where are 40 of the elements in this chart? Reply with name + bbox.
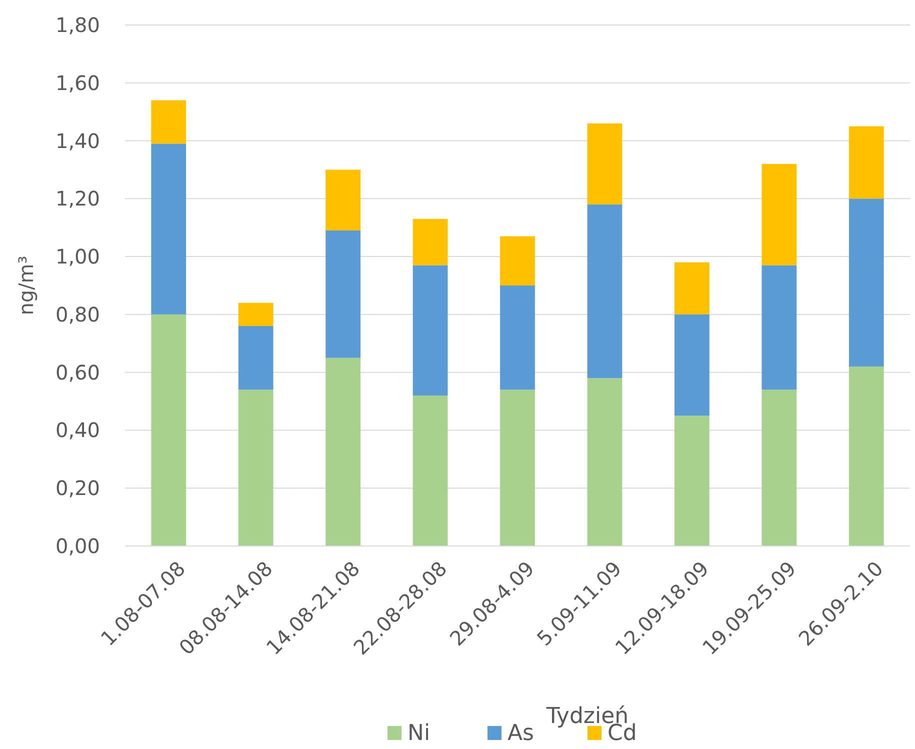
y-tick-label: 1,60: [55, 70, 100, 95]
bar: [500, 286, 535, 390]
bar: [500, 236, 535, 286]
bar: [500, 390, 535, 546]
bar: [238, 326, 274, 390]
bar: [674, 262, 710, 314]
bar: [326, 230, 360, 358]
y-axis-title: ng/m³: [14, 256, 38, 316]
bar: [326, 170, 360, 231]
bar: [412, 265, 448, 396]
bar: [326, 358, 360, 546]
y-tick-label: 1,20: [55, 186, 100, 211]
bar: [848, 126, 884, 199]
y-tick-label: 0,80: [55, 302, 100, 326]
bar: [151, 144, 186, 314]
legend-label: Ni: [408, 721, 430, 746]
bar: [587, 204, 622, 378]
bar: [238, 302, 274, 326]
bar: [762, 390, 797, 546]
y-tick-label: 1,00: [55, 244, 100, 269]
bar: [674, 416, 710, 546]
bar: [238, 390, 274, 546]
bar: [587, 123, 622, 204]
bar: [151, 314, 186, 546]
bar: [674, 314, 710, 416]
y-tick-label: 0,40: [55, 418, 100, 442]
legend-label: As: [508, 721, 534, 746]
y-tick-label: 1,80: [55, 13, 100, 37]
bar: [848, 198, 884, 367]
y-tick-label: 0,60: [55, 360, 100, 384]
y-tick-label: 0,00: [55, 534, 100, 558]
bar: [587, 378, 622, 546]
y-tick-label: 1,40: [55, 128, 100, 153]
y-tick-label: 0,20: [55, 476, 100, 500]
bar: [762, 265, 797, 390]
bar: [762, 164, 797, 266]
bar: [151, 100, 186, 144]
bar: [412, 218, 448, 266]
bar: [412, 395, 448, 546]
bar: [848, 366, 884, 546]
